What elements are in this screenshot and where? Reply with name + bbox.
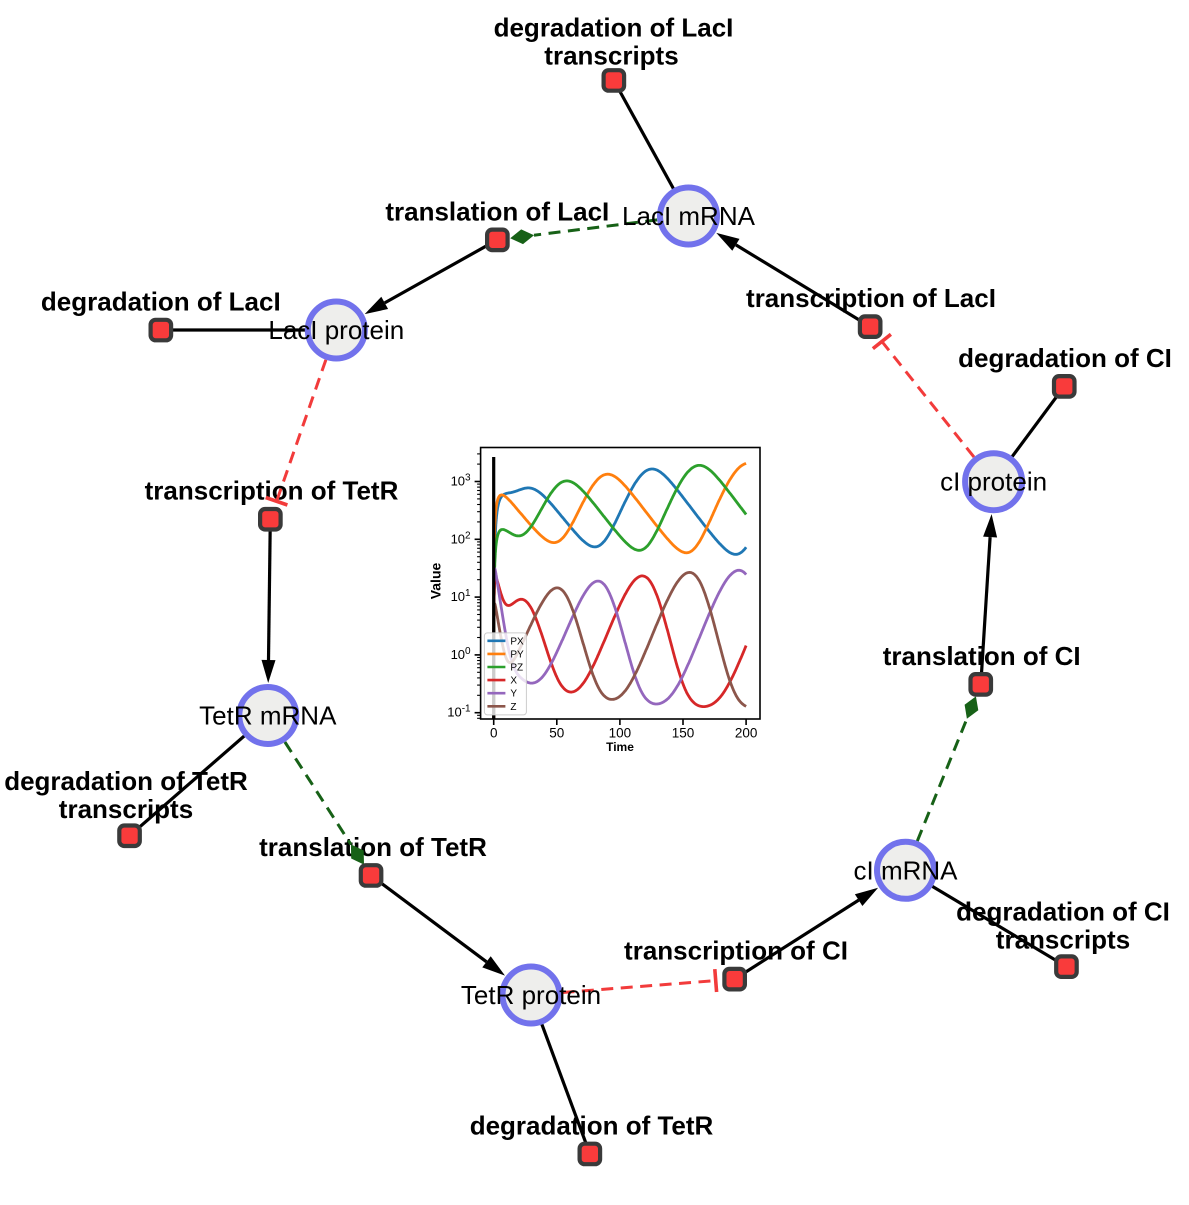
svg-text:Y: Y <box>510 689 517 700</box>
svg-text:LacI mRNA: LacI mRNA <box>622 201 756 231</box>
svg-text:cI mRNA: cI mRNA <box>854 855 959 885</box>
svg-text:transcription of CI: transcription of CI <box>624 936 848 966</box>
svg-text:Time: Time <box>606 740 634 754</box>
svg-text:102: 102 <box>451 530 471 546</box>
svg-text:Z: Z <box>510 702 516 713</box>
svg-text:degradation of TetR: degradation of TetR <box>4 766 248 796</box>
svg-text:PY: PY <box>510 649 524 660</box>
svg-text:degradation of LacI: degradation of LacI <box>494 13 734 43</box>
svg-text:translation of LacI: translation of LacI <box>385 196 609 226</box>
svg-text:101: 101 <box>451 588 471 604</box>
svg-text:TetR protein: TetR protein <box>461 980 601 1010</box>
svg-text:10-1: 10-1 <box>447 704 471 720</box>
svg-text:200: 200 <box>735 726 758 741</box>
svg-text:cI protein: cI protein <box>940 467 1047 497</box>
svg-text:103: 103 <box>451 473 471 489</box>
svg-text:X: X <box>510 676 517 687</box>
svg-text:PX: PX <box>510 636 524 647</box>
svg-text:Value: Value <box>428 563 444 600</box>
svg-text:degradation of TetR: degradation of TetR <box>470 1110 714 1140</box>
svg-text:LacI protein: LacI protein <box>268 315 404 345</box>
svg-text:100: 100 <box>451 646 471 662</box>
svg-text:degradation of CI: degradation of CI <box>958 343 1172 373</box>
svg-text:PZ: PZ <box>510 663 523 674</box>
svg-text:transcripts: transcripts <box>544 41 678 71</box>
svg-text:transcription of LacI: transcription of LacI <box>746 283 996 313</box>
svg-text:100: 100 <box>609 726 632 741</box>
svg-text:0: 0 <box>490 726 498 741</box>
svg-text:50: 50 <box>549 726 564 741</box>
svg-text:transcripts: transcripts <box>996 925 1130 955</box>
svg-text:degradation of CI: degradation of CI <box>956 897 1170 927</box>
svg-text:TetR mRNA: TetR mRNA <box>199 701 337 731</box>
svg-text:150: 150 <box>672 726 695 741</box>
svg-text:translation of TetR: translation of TetR <box>259 832 487 862</box>
svg-text:degradation of LacI: degradation of LacI <box>41 287 281 317</box>
